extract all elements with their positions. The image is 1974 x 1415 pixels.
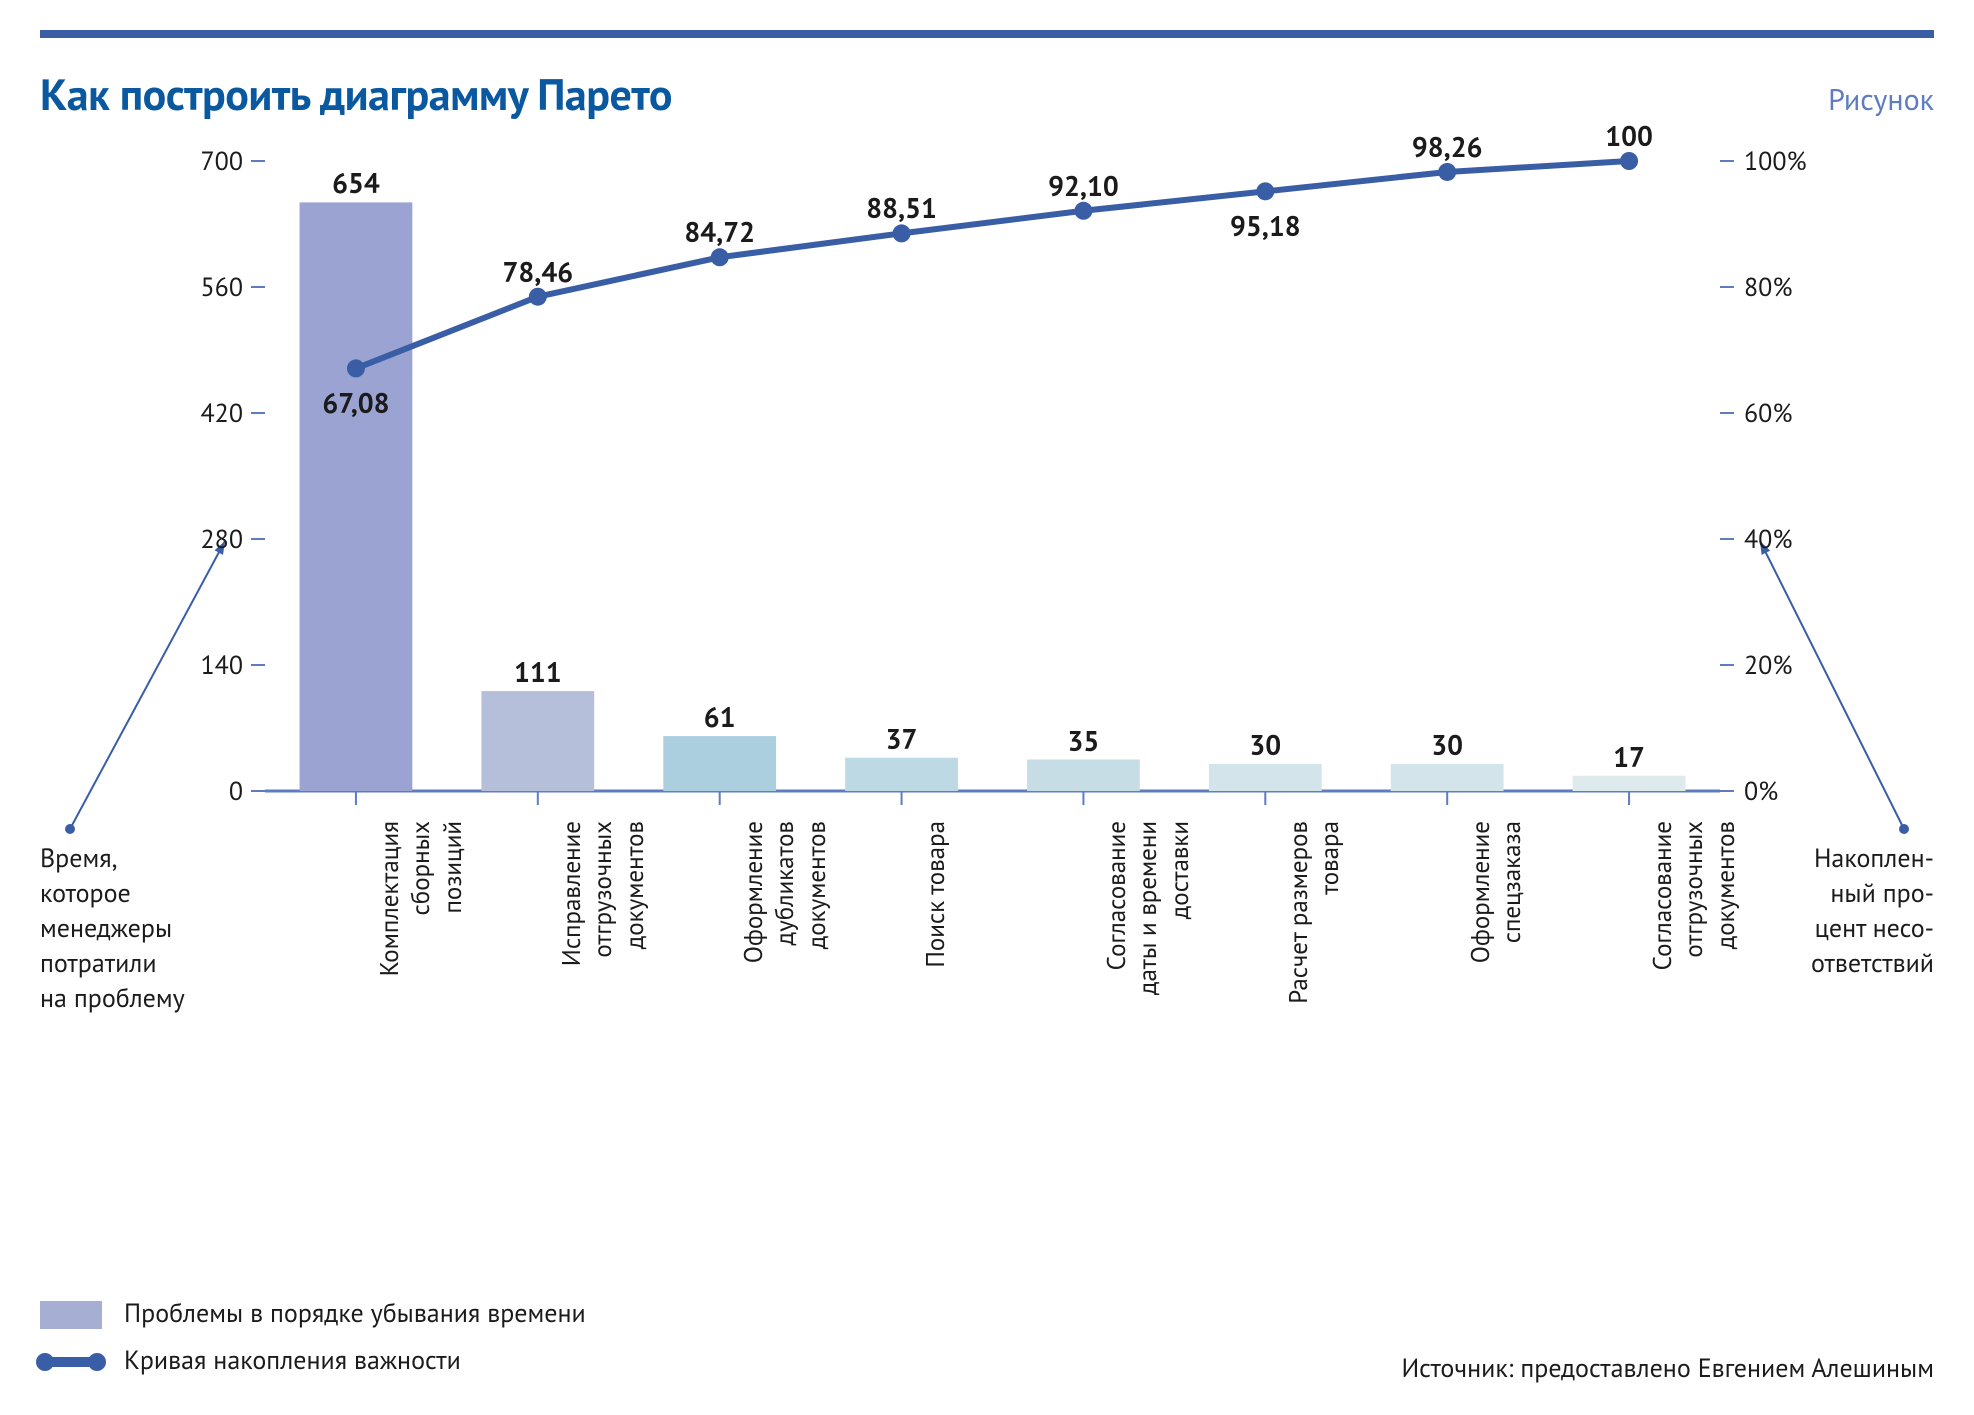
legend-line: Кривая накопления важности [40,1338,586,1385]
bar-value-label: 17 [1613,738,1645,775]
y-left-tick: 0 [229,775,243,808]
x-category-label: Исправление отгрузочных документов [556,821,650,1141]
source-label: Источник: предоставлено Евгением Алешины… [1401,1352,1934,1385]
x-category-label: Поиск товара [920,821,951,1141]
legend-bars-label: Проблемы в порядке убывания времени [124,1291,586,1338]
x-category-label: Оформление дубликатов документов [738,821,832,1141]
line-value-label: 78,46 [503,253,574,290]
header: Как построить диаграмму Парето Рисунок [40,66,1934,123]
line-value-label: 84,72 [684,213,755,250]
left-axis-note-text: Время, которое менеджеры потратили на пр… [40,841,230,1016]
x-category-label: Согласование даты и времени доставки [1101,821,1195,1141]
y-right-tick: 40% [1744,523,1792,556]
legend-bars: Проблемы в порядке убывания времени [40,1291,586,1338]
bar-value-label: 30 [1249,726,1281,763]
y-left-tick: 280 [200,523,243,556]
y-left-tick: 560 [200,271,243,304]
left-axis-annotation: Время, которое менеджеры потратили на пр… [40,841,230,1016]
figure-label: Рисунок [1828,80,1934,119]
right-axis-note-text: Накоплен- ный про- цент несо- ответствий [1734,841,1934,981]
bar-value-label: 35 [1068,722,1100,759]
bar-value-label: 61 [704,698,736,735]
page-title: Как построить диаграмму Парето [40,66,672,123]
legend: Проблемы в порядке убывания времени Крив… [40,1291,586,1385]
y-right-tick: 0% [1744,775,1778,808]
bar-swatch-icon [40,1301,102,1329]
line-value-label: 98,26 [1412,128,1483,165]
y-left-tick: 700 [200,145,243,178]
y-right-tick: 80% [1744,271,1792,304]
x-category-label: Комплектация сборных позиций [374,821,468,1141]
line-value-label: 92,10 [1048,167,1119,204]
legend-line-label: Кривая накопления важности [124,1338,461,1385]
line-value-label: 88,51 [866,189,937,226]
bar-value-label: 30 [1431,726,1463,763]
line-value-label: 95,18 [1230,207,1301,244]
y-left-tick: 420 [200,397,243,430]
pareto-chart: Время, которое менеджеры потратили на пр… [40,151,1934,1171]
bar-value-label: 654 [332,164,380,201]
x-category-label: Согласование отгрузочных документов [1647,821,1741,1141]
y-right-tick: 60% [1744,397,1792,430]
line-value-label: 100 [1605,117,1653,154]
y-right-tick: 20% [1744,649,1792,682]
bar-value-label: 37 [886,720,918,757]
legend-and-source: Проблемы в порядке убывания времени Крив… [40,1291,1934,1385]
bar-value-label: 111 [514,653,562,690]
y-right-tick: 100% [1744,145,1807,178]
x-category-label: Расчет размеров товара [1283,821,1346,1141]
line-value-label: 67,08 [322,384,389,421]
line-swatch-icon [40,1357,102,1367]
y-left-tick: 140 [200,649,243,682]
x-category-label: Оформление спецзаказа [1465,821,1528,1141]
right-axis-annotation: Накоплен- ный про- цент несо- ответствий [1734,841,1934,981]
header-rule [40,30,1934,38]
